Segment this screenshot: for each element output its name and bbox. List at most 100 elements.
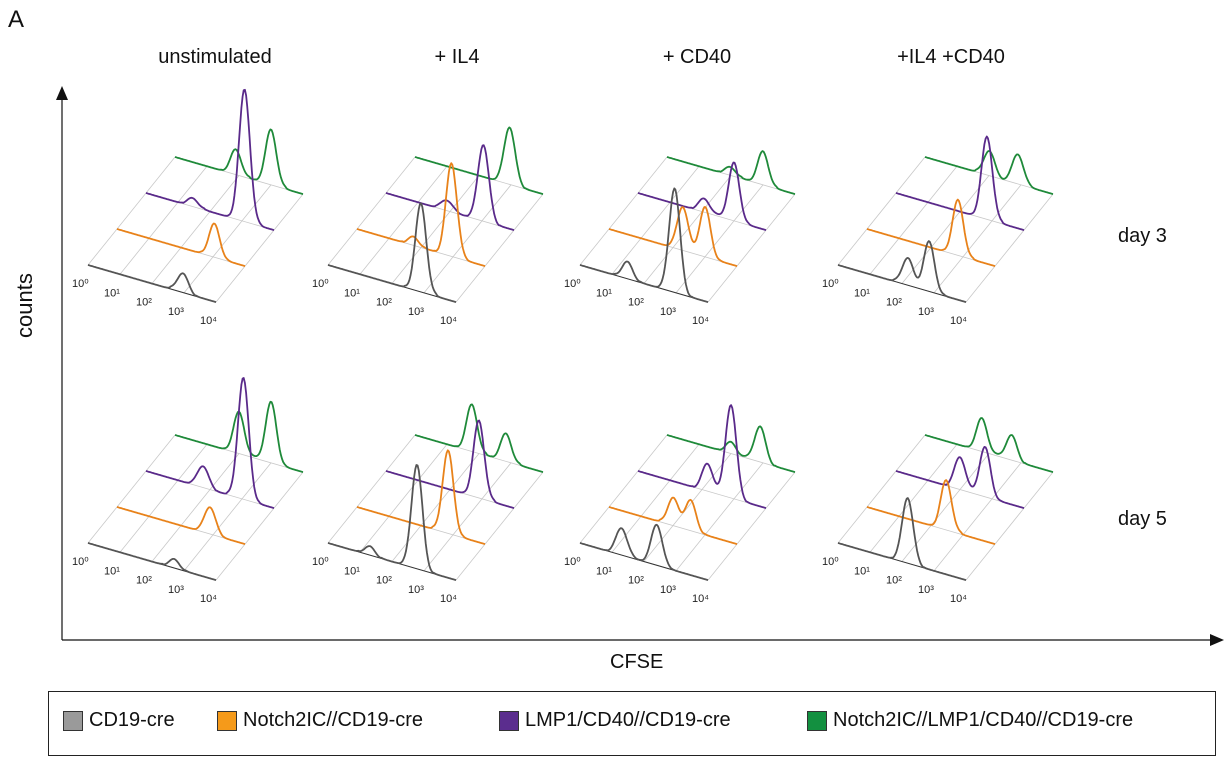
legend-swatch-notch2ic xyxy=(217,710,237,731)
histogram-lmp1-cd40-cd19-cre xyxy=(637,404,767,509)
panel-day-5-unstimulated: 10⁰ 10¹ 10² 10³ 10⁴ xyxy=(72,377,304,605)
x-axis-label: CFSE xyxy=(610,651,664,673)
x-tick-label: 10¹ xyxy=(596,565,612,577)
grid-depth-line xyxy=(215,193,304,303)
panel-day-3-il4-cd40: 10⁰ 10¹ 10² 10³ 10⁴ xyxy=(822,135,1054,327)
panel-day-5-il4-cd40: 10⁰ 10¹ 10² 10³ 10⁴ xyxy=(822,417,1054,605)
x-tick-label: 10³ xyxy=(168,584,184,596)
grid-depth-line xyxy=(183,184,272,294)
histogram-lmp1-cd40-cd19-cre xyxy=(145,377,275,509)
histogram-cd19-cre xyxy=(837,240,967,303)
panel-day-3-unstimulated: 10⁰ 10¹ 10² 10³ 10⁴ xyxy=(72,88,304,327)
x-tick-label: 10⁴ xyxy=(950,315,967,327)
x-tick-label: 10² xyxy=(628,575,644,587)
x-tick-label: 10¹ xyxy=(854,565,870,577)
x-tick-label: 10⁰ xyxy=(72,278,89,290)
grid-depth-line xyxy=(611,444,700,553)
x-tick-label: 10² xyxy=(886,575,902,587)
legend-item-cd19-cre: CD19-cre xyxy=(63,709,175,732)
histogram-notch2ic-cd19-cre xyxy=(608,496,738,545)
histogram-notch2ic-lmp1-cd40-cd19-cre xyxy=(414,403,544,473)
grid-depth-line xyxy=(837,156,926,266)
grid-depth-line xyxy=(151,453,240,562)
legend-label-cd19-cre: CD19-cre xyxy=(89,709,175,731)
x-tick-label: 10¹ xyxy=(344,565,360,577)
histogram-cd19-cre xyxy=(579,523,709,581)
legend-swatch-notch2ic-lmp1-cd40 xyxy=(807,710,827,731)
grid-depth-line xyxy=(869,166,958,275)
y-axis-arrowhead xyxy=(56,86,68,100)
histogram-lmp1-cd40-cd19-cre xyxy=(385,144,515,231)
grid-depth-line xyxy=(119,166,208,275)
panel-day-3-il4: 10⁰ 10¹ 10² 10³ 10⁴ xyxy=(312,126,544,327)
x-tick-label: 10⁴ xyxy=(692,593,709,605)
x-axis-arrowhead xyxy=(1210,634,1224,646)
x-tick-label: 10³ xyxy=(408,306,424,318)
grid-depth-line xyxy=(933,184,1022,294)
x-tick-label: 10³ xyxy=(660,306,676,318)
grid-depth-line xyxy=(675,462,764,572)
column-title-il4-cd40: +IL4 +CD40 xyxy=(897,46,1005,68)
grid-depth-line xyxy=(707,193,796,303)
grid-depth-line xyxy=(455,193,544,303)
x-tick-label: 10¹ xyxy=(104,287,120,299)
histogram-notch2ic-cd19-cre xyxy=(608,206,738,267)
histogram-cd19-cre xyxy=(327,202,457,303)
grid-depth-line xyxy=(901,453,990,562)
x-tick-label: 10¹ xyxy=(344,287,360,299)
panel-day-5-cd40: 10⁰ 10¹ 10² 10³ 10⁴ xyxy=(564,404,796,605)
grid-depth-line xyxy=(87,434,176,544)
legend-label-notch2ic-lmp1-cd40: Notch2IC//LMP1/CD40//CD19-cre xyxy=(833,709,1134,731)
column-title-cd40: + CD40 xyxy=(662,46,732,68)
grid-depth-line xyxy=(151,175,240,284)
histogram-notch2ic-cd19-cre xyxy=(116,506,246,545)
x-tick-label: 10³ xyxy=(660,584,676,596)
histogram-lmp1-cd40-cd19-cre xyxy=(385,419,515,509)
histogram-lmp1-cd40-cd19-cre xyxy=(895,135,1025,231)
legend-item-lmp1-cd40: LMP1/CD40//CD19-cre xyxy=(499,709,731,732)
histogram-notch2ic-cd19-cre xyxy=(116,222,246,267)
grid-depth-line xyxy=(423,184,512,294)
grid-depth-line xyxy=(901,175,990,284)
grid-depth-line xyxy=(579,156,668,266)
histogram-notch2ic-lmp1-cd40-cd19-cre xyxy=(924,417,1054,473)
x-tick-label: 10² xyxy=(376,575,392,587)
histogram-panels: 10⁰10¹10²10³10⁴10⁰10¹10²10³10⁴10⁰10¹10²1… xyxy=(72,88,1054,605)
x-tick-label: 10⁰ xyxy=(72,556,89,568)
column-title-unstimulated: unstimulated xyxy=(158,46,272,68)
grid-depth-line xyxy=(215,471,304,581)
grid-depth-line xyxy=(675,184,764,294)
x-tick-label: 10⁴ xyxy=(440,315,457,327)
panel-day-3-cd40: 10⁰ 10¹ 10² 10³ 10⁴ xyxy=(564,150,796,327)
panel-letter: A xyxy=(8,6,25,33)
figure-axes xyxy=(56,86,1224,646)
x-tick-label: 10¹ xyxy=(596,287,612,299)
grid-depth-line xyxy=(579,434,668,544)
x-tick-label: 10³ xyxy=(168,306,184,318)
x-tick-label: 10¹ xyxy=(104,565,120,577)
x-tick-label: 10⁴ xyxy=(200,593,217,605)
x-tick-label: 10⁰ xyxy=(564,556,581,568)
x-tick-label: 10⁰ xyxy=(312,556,329,568)
x-tick-label: 10⁰ xyxy=(564,278,581,290)
legend-label-lmp1-cd40: LMP1/CD40//CD19-cre xyxy=(525,709,731,731)
grid-depth-line xyxy=(643,175,732,284)
x-tick-label: 10² xyxy=(628,297,644,309)
legend-item-notch2ic: Notch2IC//CD19-cre xyxy=(217,709,423,732)
grid-depth-line xyxy=(391,453,480,562)
histogram-notch2ic-cd19-cre xyxy=(356,162,486,267)
grid-depth-line xyxy=(611,166,700,275)
grid-depth-line xyxy=(455,471,544,581)
panel-day-5-il4: 10⁰ 10¹ 10² 10³ 10⁴ xyxy=(312,403,544,605)
x-tick-label: 10³ xyxy=(408,584,424,596)
x-tick-label: 10² xyxy=(376,297,392,309)
histogram-notch2ic-lmp1-cd40-cd19-cre xyxy=(666,425,796,473)
histogram-cd19-cre xyxy=(579,187,709,303)
grid-depth-line xyxy=(359,444,448,553)
grid-depth-line xyxy=(965,193,1054,303)
x-tick-label: 10¹ xyxy=(854,287,870,299)
grid-depth-line xyxy=(837,434,926,544)
x-tick-label: 10⁰ xyxy=(822,278,839,290)
histogram-cd19-cre xyxy=(87,264,217,303)
grid-depth-line xyxy=(183,462,272,572)
